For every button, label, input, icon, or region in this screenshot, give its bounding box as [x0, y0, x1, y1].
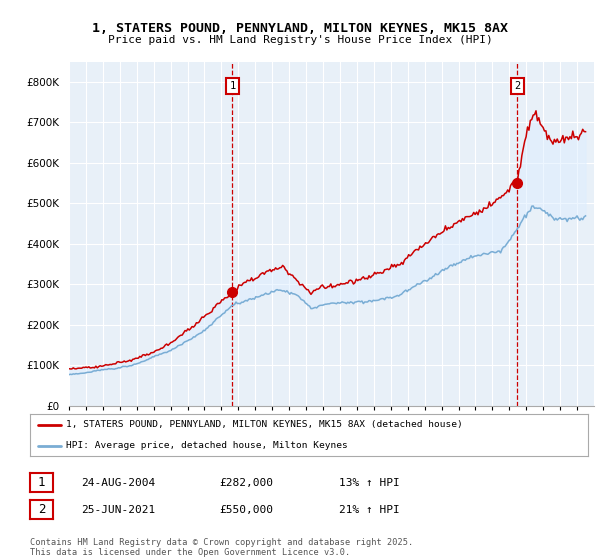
Text: 1, STATERS POUND, PENNYLAND, MILTON KEYNES, MK15 8AX: 1, STATERS POUND, PENNYLAND, MILTON KEYN… — [92, 22, 508, 35]
Text: £282,000: £282,000 — [219, 478, 273, 488]
Text: 1: 1 — [38, 476, 45, 489]
Text: HPI: Average price, detached house, Milton Keynes: HPI: Average price, detached house, Milt… — [66, 441, 348, 450]
Text: Price paid vs. HM Land Registry's House Price Index (HPI): Price paid vs. HM Land Registry's House … — [107, 35, 493, 45]
Text: Contains HM Land Registry data © Crown copyright and database right 2025.
This d: Contains HM Land Registry data © Crown c… — [30, 538, 413, 557]
Text: 2: 2 — [38, 503, 45, 516]
Text: 13% ↑ HPI: 13% ↑ HPI — [339, 478, 400, 488]
Text: 24-AUG-2004: 24-AUG-2004 — [81, 478, 155, 488]
Text: 21% ↑ HPI: 21% ↑ HPI — [339, 505, 400, 515]
Text: 1: 1 — [229, 81, 236, 91]
Text: 25-JUN-2021: 25-JUN-2021 — [81, 505, 155, 515]
Text: 1, STATERS POUND, PENNYLAND, MILTON KEYNES, MK15 8AX (detached house): 1, STATERS POUND, PENNYLAND, MILTON KEYN… — [66, 421, 463, 430]
Text: £550,000: £550,000 — [219, 505, 273, 515]
Text: 2: 2 — [514, 81, 521, 91]
